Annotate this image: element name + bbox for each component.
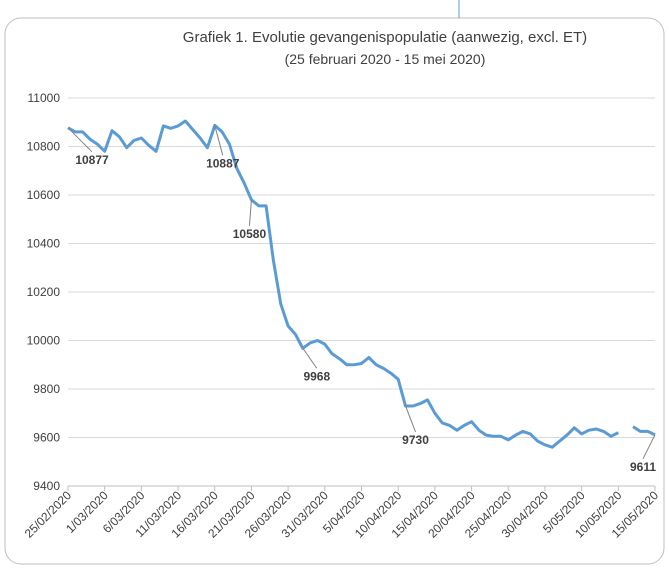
- y-tick-label: 10400: [27, 237, 61, 251]
- leader-line: [642, 434, 656, 460]
- leader-line: [248, 199, 252, 226]
- y-tick-label: 10000: [27, 334, 61, 348]
- y-tick-label: 9400: [33, 479, 60, 493]
- chart-subtitle: (25 februari 2020 - 15 mei 2020): [285, 51, 486, 67]
- data-label: 10887: [206, 156, 240, 170]
- chart-title: Grafiek 1. Evolutie gevangenispopulatie …: [183, 29, 587, 46]
- data-label: 9730: [402, 433, 429, 447]
- data-label: 9611: [630, 460, 656, 474]
- y-tick-label: 10200: [27, 285, 61, 299]
- leader-line: [214, 125, 224, 156]
- data-label: 9968: [303, 369, 330, 383]
- y-tick-label: 11000: [28, 91, 61, 105]
- leader-line: [302, 347, 318, 369]
- y-tick-label: 10600: [27, 188, 61, 202]
- y-tick-label: 10800: [27, 140, 61, 154]
- y-tick-label: 9600: [33, 431, 60, 445]
- data-label: 10580: [233, 227, 267, 241]
- chart-frame: [4, 17, 665, 565]
- leader-line: [405, 405, 416, 433]
- data-label: 10877: [75, 153, 109, 167]
- leader-line: [67, 127, 93, 153]
- y-tick-label: 9800: [33, 382, 60, 396]
- data-line: [67, 119, 656, 449]
